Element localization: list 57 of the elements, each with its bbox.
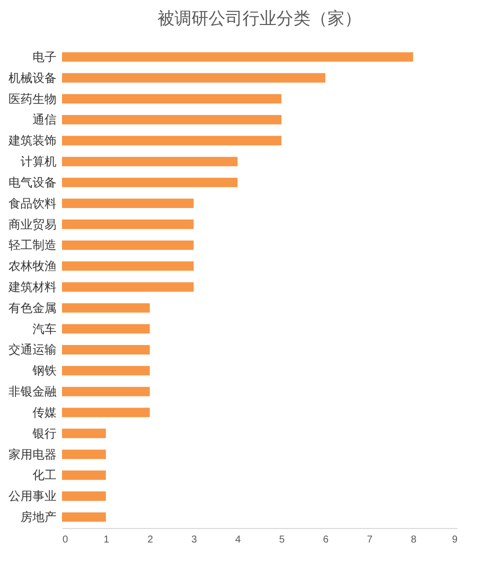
bar [62,136,282,146]
y-tick-label: 计算机 [20,154,56,169]
bar [62,491,106,501]
y-tick-label: 银行 [32,426,56,440]
y-tick-label: 机械设备 [8,70,56,85]
y-tick-label: 轻工制造 [8,238,56,252]
bar [62,428,106,438]
y-tick-label: 汽车 [32,322,56,336]
bar [62,386,150,396]
y-tick-label: 化工 [32,468,56,482]
y-tick-label: 商业贸易 [8,217,56,232]
y-tick-label: 建筑装饰 [8,134,56,148]
x-tick-label: 9 [452,534,458,546]
bar [62,408,150,418]
y-tick-label: 电子 [32,50,56,64]
bar [62,450,106,459]
bar [62,240,194,250]
x-tick-label: 0 [62,534,68,546]
y-tick-label: 房地产 [20,510,56,524]
y-tick-label: 农林牧渔 [8,259,56,274]
y-tick-label: 电气设备 [8,175,56,190]
bar [62,512,106,522]
y-tick-label: 有色金属 [8,300,56,315]
x-tick-label: 3 [191,534,198,546]
bar [62,94,282,104]
x-tick-label: 2 [147,534,154,546]
x-tick-label: 5 [279,534,286,546]
bar [62,115,282,124]
x-tick-label: 8 [410,534,417,546]
x-tick-label: 7 [366,534,373,546]
y-tick-label: 公用事业 [8,489,56,504]
bar [62,324,150,334]
y-tick-label: 非银金融 [8,384,56,399]
y-tick-label: 家用电器 [8,447,56,462]
bar [62,345,150,354]
chart-title: 被调研公司行业分类（家） [158,9,362,28]
bar [62,261,194,271]
bar [62,366,150,376]
bar [62,220,194,229]
bar [62,73,326,83]
y-tick-label: 建筑材料 [8,280,56,294]
y-tick-label: 交通运输 [8,342,56,357]
bar [62,178,238,188]
x-tick-label: 1 [104,534,110,546]
y-tick-label: 通信 [32,112,56,127]
bar [62,303,150,313]
bar [62,156,238,166]
bar [62,52,414,62]
y-tick-label: 钢铁 [32,364,56,378]
x-tick-label: 4 [235,534,242,546]
x-tick-label: 6 [323,534,330,546]
y-tick-label: 食品饮料 [8,196,56,210]
bar [62,470,106,480]
bar [62,198,194,208]
y-tick-label: 传媒 [32,405,56,420]
bar [62,282,194,292]
y-tick-label: 医药生物 [8,92,56,106]
